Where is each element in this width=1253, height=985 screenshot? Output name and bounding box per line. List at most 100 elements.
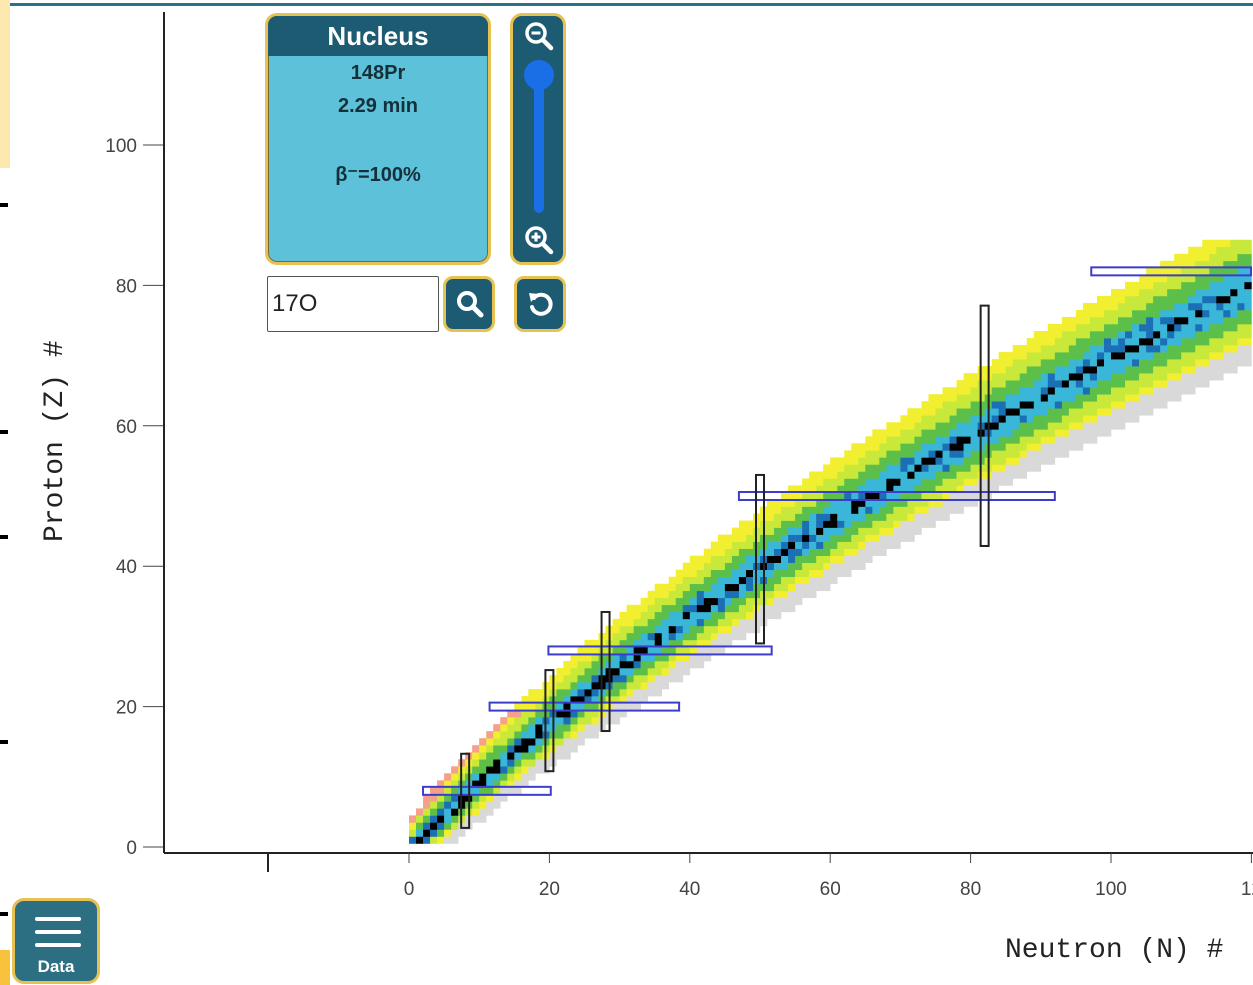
nuclide-cell[interactable] xyxy=(444,822,452,830)
nuclide-cell[interactable] xyxy=(928,506,936,514)
nuclide-cell[interactable] xyxy=(1202,302,1210,311)
nuclide-cell[interactable] xyxy=(619,675,627,683)
nuclide-cell[interactable] xyxy=(528,759,536,767)
nuclide-cell[interactable] xyxy=(1146,331,1154,339)
nuclide-cell[interactable] xyxy=(1181,338,1189,346)
nuclide-cell[interactable] xyxy=(998,387,1006,395)
nuclide-cell[interactable] xyxy=(1118,359,1126,367)
nuclide-cell[interactable] xyxy=(1019,345,1028,353)
nuclide-cell[interactable] xyxy=(851,457,859,465)
nuclide-cell[interactable] xyxy=(844,527,852,535)
nuclide-cell[interactable] xyxy=(563,689,571,697)
nuclide-cell[interactable] xyxy=(851,464,859,472)
nuclide-cell[interactable] xyxy=(535,745,543,753)
nuclide-cell[interactable] xyxy=(886,478,894,486)
nuclide-cell[interactable] xyxy=(1174,302,1182,311)
nuclide-cell[interactable] xyxy=(1216,239,1224,248)
nuclide-cell[interactable] xyxy=(696,625,705,634)
nuclide-cell[interactable] xyxy=(851,541,859,549)
nuclide-cell[interactable] xyxy=(823,471,831,479)
nuclide-cell[interactable] xyxy=(879,429,887,437)
nuclide-cell[interactable] xyxy=(879,506,887,514)
nuclide-cell[interactable] xyxy=(998,443,1006,451)
nuclide-cell[interactable] xyxy=(479,759,487,767)
nuclide-cell[interactable] xyxy=(956,471,964,479)
nuclide-cell[interactable] xyxy=(991,387,999,395)
nuclide-cell[interactable] xyxy=(1181,309,1189,318)
nuclide-cell[interactable] xyxy=(886,450,894,458)
nuclide-cell[interactable] xyxy=(626,646,634,655)
nuclide-cell[interactable] xyxy=(865,555,873,563)
nuclide-cell[interactable] xyxy=(900,520,908,528)
nuclide-cell[interactable] xyxy=(689,576,698,585)
nuclide-cell[interactable] xyxy=(633,689,641,697)
nuclide-cell[interactable] xyxy=(788,576,796,585)
nuclide-cell[interactable] xyxy=(1012,436,1021,444)
nuclide-cell[interactable] xyxy=(844,513,852,521)
nuclide-cell[interactable] xyxy=(451,801,459,809)
nuclide-cell[interactable] xyxy=(696,583,705,592)
nuclide-cell[interactable] xyxy=(928,457,936,465)
nuclide-cell[interactable] xyxy=(717,576,726,585)
nuclide-cell[interactable] xyxy=(823,520,831,528)
nuclide-cell[interactable] xyxy=(991,485,999,493)
nuclide-cell[interactable] xyxy=(1111,345,1119,353)
nuclide-cell[interactable] xyxy=(1075,394,1084,402)
nuclide-cell[interactable] xyxy=(675,611,684,620)
nuclide-cell[interactable] xyxy=(998,408,1006,416)
nuclide-cell[interactable] xyxy=(893,450,901,458)
nuclide-cell[interactable] xyxy=(809,555,817,563)
nuclide-cell[interactable] xyxy=(640,646,648,655)
nuclide-cell[interactable] xyxy=(472,759,480,767)
nuclide-cell[interactable] xyxy=(479,752,487,760)
nuclide-cell[interactable] xyxy=(1160,345,1168,353)
nuclide-cell[interactable] xyxy=(703,632,712,641)
nuclide-cell[interactable] xyxy=(823,499,831,507)
nuclide-cell[interactable] xyxy=(809,576,817,585)
nuclide-cell[interactable] xyxy=(935,457,943,465)
nuclide-cell[interactable] xyxy=(1223,324,1231,332)
nuclide-cell[interactable] xyxy=(858,457,866,465)
nuclide-cell[interactable] xyxy=(830,548,838,556)
nuclide-cell[interactable] xyxy=(1125,345,1133,353)
nuclide-cell[interactable] xyxy=(1209,359,1217,367)
nuclide-cell[interactable] xyxy=(907,457,915,465)
nuclide-cell[interactable] xyxy=(577,710,585,718)
nuclide-cell[interactable] xyxy=(528,745,536,753)
nuclide-cell[interactable] xyxy=(696,569,705,578)
nuclide-cell[interactable] xyxy=(823,492,831,500)
nuclide-cell[interactable] xyxy=(1040,338,1049,346)
nuclide-cell[interactable] xyxy=(781,555,789,563)
nuclide-cell[interactable] xyxy=(1111,401,1119,409)
nuclide-cell[interactable] xyxy=(844,541,852,549)
nuclide-cell[interactable] xyxy=(1202,239,1210,248)
nuclide-cell[interactable] xyxy=(1047,443,1056,451)
nuclide-cell[interactable] xyxy=(963,478,971,486)
nuclide-cell[interactable] xyxy=(956,457,964,465)
nuclide-cell[interactable] xyxy=(781,513,789,521)
nuclide-cell[interactable] xyxy=(1026,457,1035,465)
nuclide-cell[interactable] xyxy=(949,457,957,465)
nuclide-cell[interactable] xyxy=(998,464,1006,472)
nuclide-cell[interactable] xyxy=(879,513,887,521)
nuclide-cell[interactable] xyxy=(1082,394,1091,402)
nuclide-cell[interactable] xyxy=(767,604,775,613)
nuclide-cell[interactable] xyxy=(872,485,880,493)
nuclide-cell[interactable] xyxy=(851,520,859,528)
nuclide-cell[interactable] xyxy=(949,443,957,451)
nuclide-cell[interactable] xyxy=(1033,387,1042,395)
nuclide-cell[interactable] xyxy=(893,457,901,465)
nuclide-cell[interactable] xyxy=(745,527,754,535)
nuclide-cell[interactable] xyxy=(563,745,571,753)
nuclide-cell[interactable] xyxy=(935,401,943,409)
nuclide-cell[interactable] xyxy=(486,794,494,802)
nuclide-cell[interactable] xyxy=(1146,394,1154,402)
nuclide-cell[interactable] xyxy=(774,590,782,599)
nuclide-cell[interactable] xyxy=(781,527,789,535)
nuclide-cell[interactable] xyxy=(1111,387,1119,395)
nuclide-cell[interactable] xyxy=(767,534,775,542)
nuclide-cell[interactable] xyxy=(1068,415,1077,423)
nuclide-cell[interactable] xyxy=(872,541,880,549)
nuclide-cell[interactable] xyxy=(1181,253,1189,262)
nuclide-cell[interactable] xyxy=(1005,457,1014,465)
